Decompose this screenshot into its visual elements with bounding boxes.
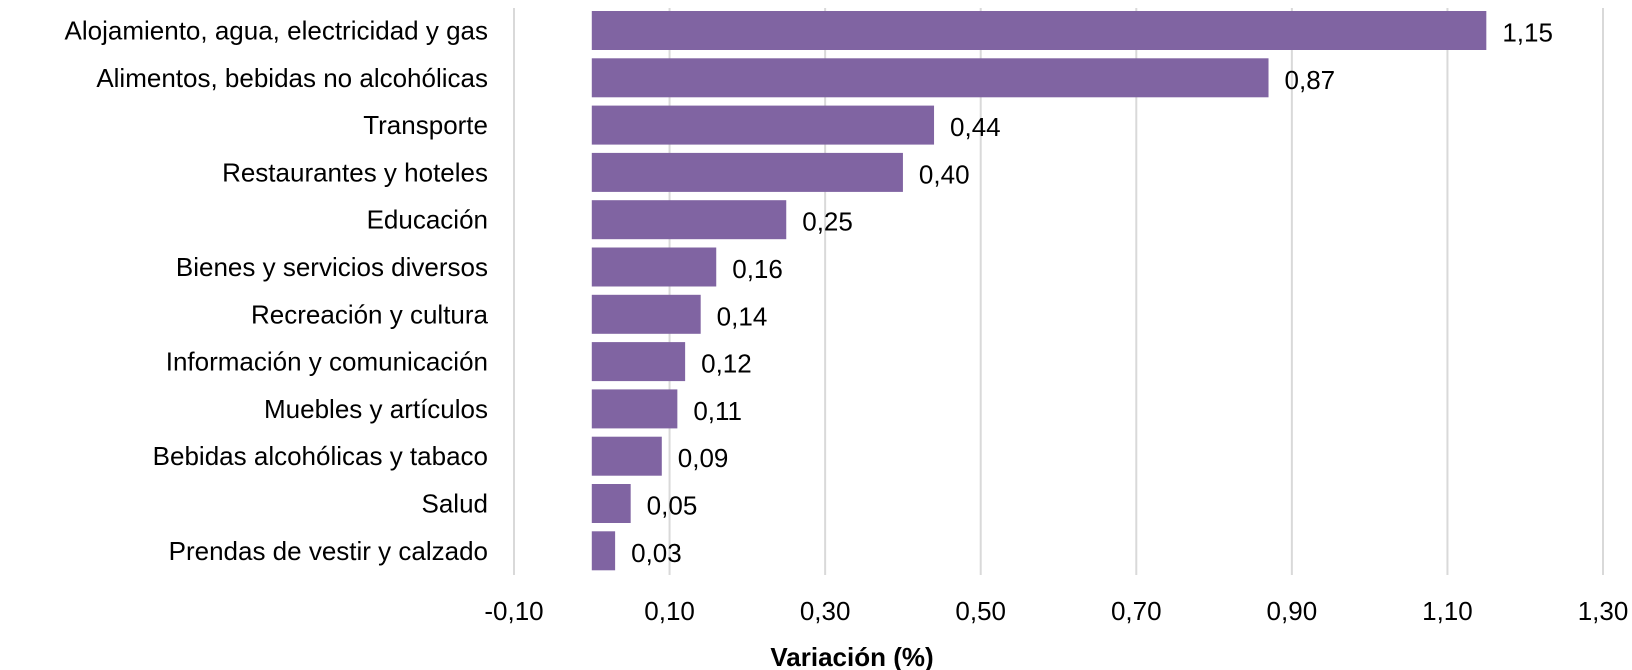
data-label: 0,14 (717, 301, 768, 331)
x-tick-label: 0,90 (1267, 596, 1318, 626)
category-label: Muebles y artículos (264, 394, 488, 424)
category-label: Recreación y cultura (251, 299, 489, 329)
bar (591, 484, 631, 523)
x-axis-title: Variación (%) (770, 642, 933, 670)
data-label: 0,25 (802, 207, 853, 237)
category-label: Educación (367, 205, 488, 235)
data-label: 1,15 (1502, 18, 1553, 48)
bar (591, 11, 1487, 50)
bar (591, 389, 678, 429)
category-label: Salud (422, 489, 489, 519)
bar (591, 58, 1269, 98)
category-label: Transporte (363, 110, 488, 140)
category-label: Alimentos, bebidas no alcohólicas (96, 63, 488, 93)
bar (591, 247, 717, 287)
data-label: 0,12 (701, 349, 752, 379)
category-label: Bebidas alcohólicas y tabaco (153, 441, 488, 471)
bar (591, 294, 701, 334)
x-tick-label: 1,10 (1422, 596, 1473, 626)
bar (591, 436, 662, 476)
data-label: 0,05 (647, 491, 698, 521)
x-tick-label: 0,70 (1111, 596, 1162, 626)
bar (591, 152, 903, 192)
bar (591, 105, 935, 145)
category-label: Bienes y servicios diversos (176, 252, 488, 282)
x-tick-label: 0,50 (955, 596, 1006, 626)
bars (591, 11, 1487, 571)
x-tick-labels: -0,10 0,10 0,30 0,50 0,70 0,90 1,10 1,30 (484, 596, 1628, 626)
data-label: 0,16 (732, 254, 783, 284)
data-label: 0,44 (950, 112, 1001, 142)
data-label: 0,87 (1285, 65, 1336, 95)
data-label: 0,09 (678, 443, 729, 473)
category-label: Restaurantes y hoteles (222, 157, 488, 187)
category-labels: Alojamiento, agua, electricidad y gas Ali… (65, 16, 489, 566)
bar (591, 342, 686, 382)
data-label: 0,03 (631, 538, 682, 568)
bar (591, 200, 787, 240)
data-label: 0,40 (919, 159, 970, 189)
data-labels: 1,15 0,87 0,44 0,40 0,25 0,16 0,14 0,12 0,11 0,09… (631, 18, 1553, 568)
data-label: 0,11 (693, 396, 742, 426)
bar (591, 531, 616, 571)
x-tick-label: -0,10 (484, 596, 543, 626)
category-label: Información y comunicación (166, 347, 488, 377)
category-label: Prendas de vestir y calzado (169, 536, 488, 566)
x-tick-label: 0,30 (800, 596, 851, 626)
x-tick-label: 1,30 (1578, 596, 1629, 626)
x-tick-label: 0,10 (644, 596, 695, 626)
gridlines (513, 8, 1604, 575)
category-label: Alojamiento, agua, electricidad y gas (65, 16, 488, 46)
